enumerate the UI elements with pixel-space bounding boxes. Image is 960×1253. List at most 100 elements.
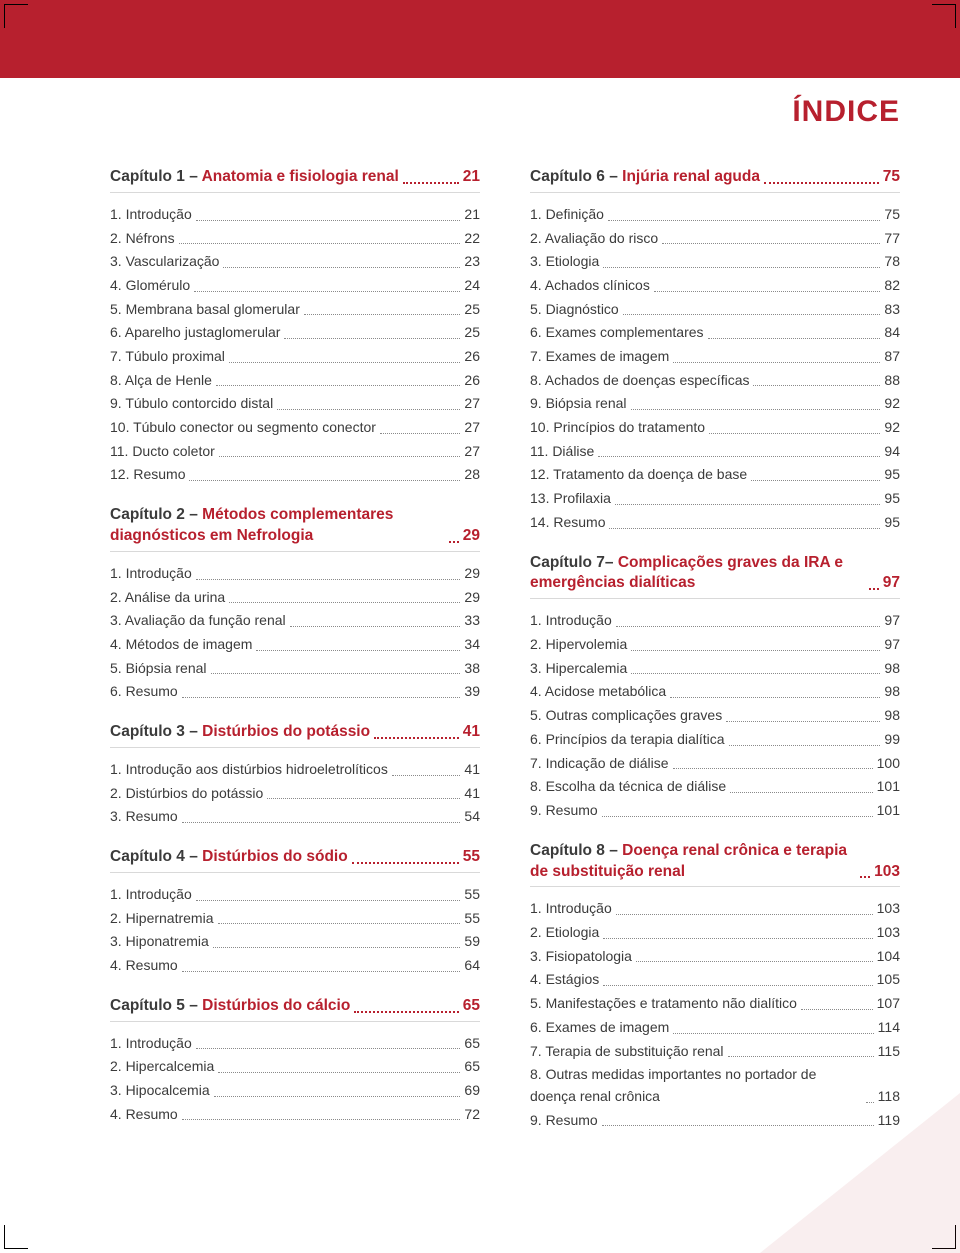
- toc-item-page: 28: [464, 464, 480, 486]
- toc-item-page: 101: [877, 800, 900, 822]
- dot-leader: [726, 721, 880, 722]
- toc-item-page: 98: [884, 705, 900, 727]
- chapter-heading: Capítulo 7– Complicações graves da IRA e…: [530, 553, 900, 600]
- dot-leader: [728, 1056, 874, 1057]
- dot-leader: [182, 1119, 461, 1120]
- dot-leader: [182, 697, 461, 698]
- dot-leader: [751, 480, 880, 481]
- toc-item-page: 75: [884, 204, 900, 226]
- dot-leader: [179, 243, 461, 244]
- chapter-heading: Capítulo 8 – Doença renal crônica e tera…: [530, 841, 900, 888]
- dot-leader: [670, 697, 880, 698]
- toc-item: 1. Introdução 21: [110, 203, 480, 227]
- toc-item-page: 114: [878, 1017, 900, 1039]
- toc-item-label: 10. Túbulo conector ou segmento conector: [110, 417, 376, 439]
- toc-item: 2. Etiologia103: [530, 921, 900, 945]
- chapter-title: Capítulo 3 – Distúrbios do potássio: [110, 722, 370, 743]
- toc-item-page: 107: [877, 993, 900, 1015]
- toc-item-label: 4. Acidose metabólica: [530, 681, 666, 703]
- toc-item-page: 29: [464, 563, 480, 585]
- toc-item-page: 104: [877, 946, 900, 968]
- dot-leader: [196, 1048, 461, 1049]
- toc-item-label: 11. Diálise: [530, 441, 594, 463]
- toc-item-page: 88: [884, 370, 900, 392]
- dot-leader: [219, 456, 461, 457]
- dot-leader: [352, 862, 459, 864]
- toc-item: 3. Hipocalcemia69: [110, 1079, 480, 1103]
- toc-item-page: 95: [884, 488, 900, 510]
- toc-item-page: 77: [884, 228, 900, 250]
- toc-column: Capítulo 1 – Anatomia e fisiologia renal…: [110, 167, 480, 1150]
- toc-item: 11. Ducto coletor27: [110, 440, 480, 464]
- toc-item-page: 72: [464, 1104, 480, 1126]
- dot-leader: [609, 528, 880, 529]
- toc-item-page: 87: [884, 346, 900, 368]
- toc-item: 10. Túbulo conector ou segmento conector…: [110, 416, 480, 440]
- toc-item: 1. Introdução103: [530, 897, 900, 921]
- toc-item: 6. Resumo39: [110, 680, 480, 704]
- toc-item-label: 6. Exames de imagem: [530, 1017, 669, 1039]
- toc-item-page: 21: [464, 204, 480, 226]
- toc-item-label: 6. Resumo: [110, 681, 178, 703]
- chapter-page: 29: [463, 526, 480, 547]
- dot-leader: [730, 792, 873, 793]
- toc-item: 6. Exames complementares 84: [530, 321, 900, 345]
- dot-leader: [631, 650, 880, 651]
- dot-leader: [449, 541, 459, 543]
- toc-item-label: 4. Glomérulo: [110, 275, 190, 297]
- toc-item-label: 7. Exames de imagem: [530, 346, 669, 368]
- dot-leader: [603, 985, 872, 986]
- chapter-heading: Capítulo 6 – Injúria renal aguda75: [530, 167, 900, 193]
- toc-item: 1. Definição75: [530, 203, 900, 227]
- dot-leader: [182, 971, 461, 972]
- toc-item-page: 97: [884, 634, 900, 656]
- toc-item: 1. Introdução29: [110, 562, 480, 586]
- dot-leader: [304, 314, 461, 315]
- toc-item-page: 98: [884, 681, 900, 703]
- toc-item: 1. Introdução55: [110, 883, 480, 907]
- dot-leader: [602, 816, 873, 817]
- toc-item-label: 13. Profilaxia: [530, 488, 611, 510]
- toc-item: 4. Resumo 72: [110, 1103, 480, 1127]
- toc-item-label: 4. Resumo: [110, 1104, 178, 1126]
- chapter: Capítulo 8 – Doença renal crônica e tera…: [530, 841, 900, 1133]
- toc-item-label: 1. Introdução: [110, 204, 192, 226]
- toc-item: 6. Exames de imagem 114: [530, 1016, 900, 1040]
- dot-leader: [615, 504, 880, 505]
- chapter-page: 65: [463, 996, 480, 1017]
- toc-item-page: 38: [464, 658, 480, 680]
- toc-item-page: 82: [884, 275, 900, 297]
- dot-leader: [290, 626, 461, 627]
- dot-leader: [214, 1096, 461, 1097]
- toc-item-label: 7. Indicação de diálise: [530, 753, 669, 775]
- dot-leader: [196, 579, 461, 580]
- toc-item: 5. Diagnóstico83: [530, 298, 900, 322]
- toc-item: 2. Hipervolemia97: [530, 633, 900, 657]
- toc-item-label: 14. Resumo: [530, 512, 605, 534]
- toc-item-label: 6. Exames complementares: [530, 322, 704, 344]
- toc-item-page: 84: [884, 322, 900, 344]
- dot-leader: [374, 737, 459, 739]
- chapter-page: 97: [883, 573, 900, 594]
- dot-leader: [708, 338, 881, 339]
- toc-item-label: 3. Avaliação da função renal: [110, 610, 286, 632]
- toc-item-page: 25: [464, 322, 480, 344]
- toc-item-page: 103: [877, 898, 900, 920]
- chapter-title: Capítulo 4 – Distúrbios do sódio: [110, 847, 348, 868]
- toc-item-page: 34: [464, 634, 480, 656]
- chapter-heading: Capítulo 4 – Distúrbios do sódio55: [110, 847, 480, 873]
- toc-item: 4. Resumo64: [110, 954, 480, 978]
- dot-leader: [764, 182, 879, 184]
- toc-item-page: 59: [464, 931, 480, 953]
- toc-item: 8. Achados de doenças específicas88: [530, 369, 900, 393]
- chapter: Capítulo 2 – Métodos complementares diag…: [110, 505, 480, 704]
- toc-item-page: 22: [464, 228, 480, 250]
- toc-item: 7. Indicação de diálise100: [530, 752, 900, 776]
- dot-leader: [616, 914, 873, 915]
- dot-leader: [654, 291, 881, 292]
- toc-item-page: 29: [464, 587, 480, 609]
- toc-item: 5. Manifestações e tratamento não dialít…: [530, 992, 900, 1016]
- toc-item: 7. Terapia de substituição renal115: [530, 1040, 900, 1064]
- toc-item-label: 6. Princípios da terapia dialítica: [530, 729, 725, 751]
- toc-item: 7. Exames de imagem 87: [530, 345, 900, 369]
